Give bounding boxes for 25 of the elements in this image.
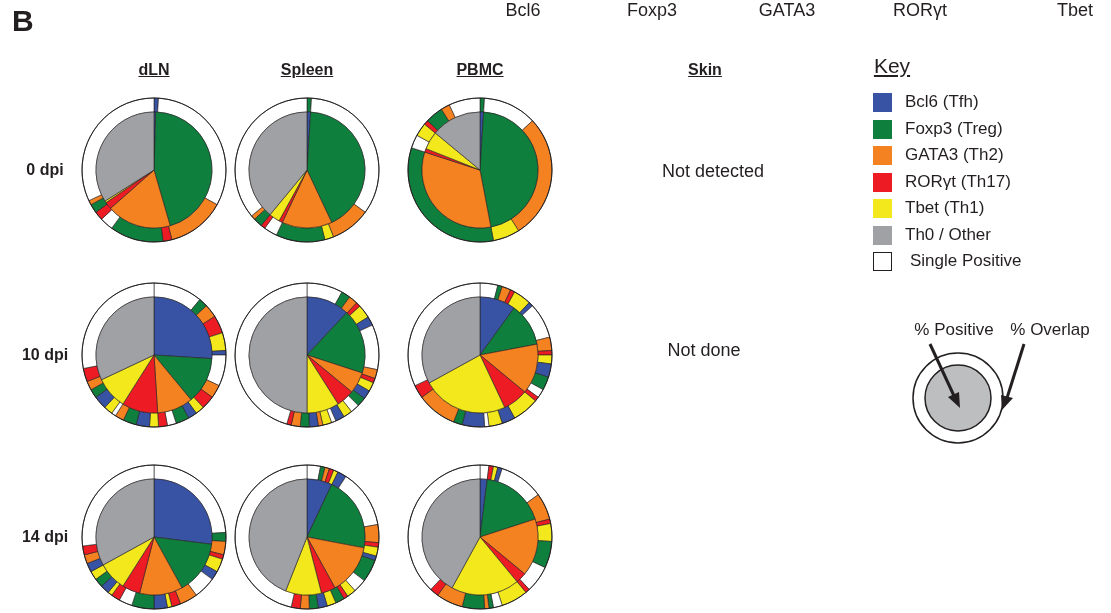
text: Skin (688, 61, 722, 79)
text: Foxp3 (Treg) (905, 118, 1003, 139)
text: Not done (667, 339, 741, 361)
text: Spleen (280, 61, 334, 79)
text: Not detected (661, 160, 765, 182)
text: Tbet (1056, 0, 1094, 21)
text: 0 dpi (26, 161, 64, 179)
text: Bcl6 (Tfh) (905, 92, 979, 112)
text: GATA3 (758, 0, 816, 21)
text: GATA3 (Th2) (905, 145, 1004, 165)
text: dLN (138, 61, 170, 79)
text: B (12, 4, 34, 38)
text: Th0 / Other (905, 224, 991, 245)
text: Bcl6 (505, 0, 541, 21)
text: Key (873, 54, 911, 78)
text: RORγt (Th17) (905, 171, 1011, 192)
text: RORγt (893, 0, 947, 21)
text: Single Positive (910, 251, 1022, 271)
text: % Overlap (1010, 320, 1090, 340)
text: % Positive (914, 320, 994, 340)
text: PBMC (456, 61, 504, 79)
text: 14 dpi (21, 528, 69, 546)
text: Foxp3 (626, 0, 678, 21)
text: Tbet (Th1) (905, 198, 985, 218)
text: 10 dpi (21, 346, 69, 364)
